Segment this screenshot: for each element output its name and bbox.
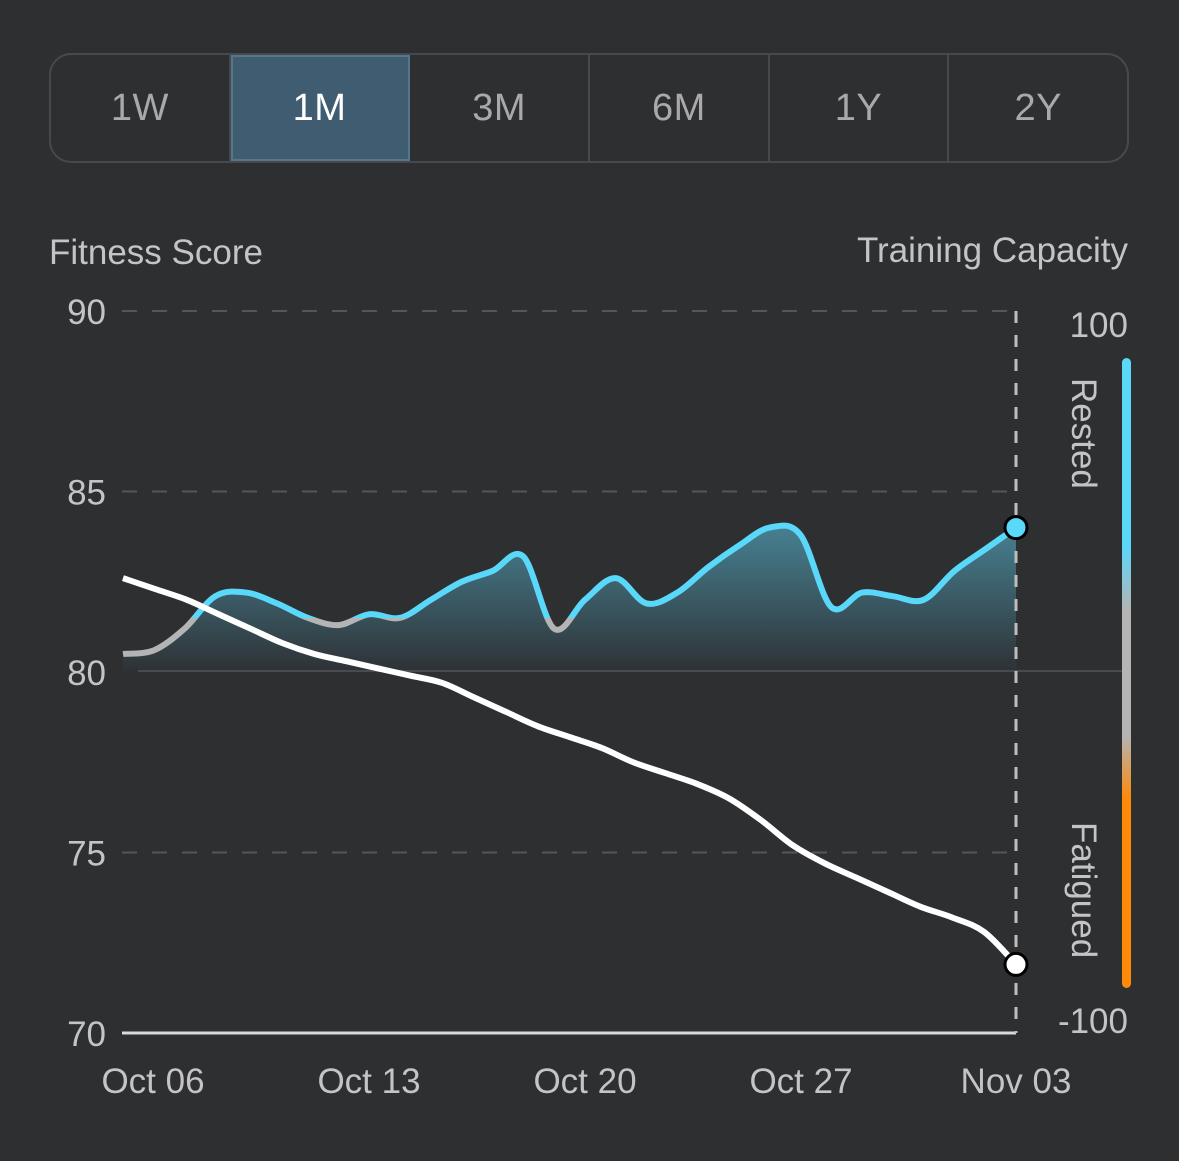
training-capacity-line-rested (190, 522, 1018, 618)
tab-1m[interactable]: 1M (230, 55, 411, 161)
fitness-score-current-point[interactable] (1003, 951, 1029, 977)
time-range-selector: 1W 1M 3M 6M 1Y 2Y (49, 53, 1129, 163)
x-tick-label: Nov 03 (961, 1062, 1072, 1101)
training-capacity-line-neutral (122, 618, 575, 657)
y-tick-label: 85 (67, 474, 106, 513)
fatigued-label: Fatigued (1064, 822, 1103, 959)
x-tick-label: Oct 06 (101, 1062, 204, 1101)
x-axis-ticks: Oct 06 Oct 13 Oct 20 Oct 27 Nov 03 (101, 1062, 1071, 1101)
tab-1y[interactable]: 1Y (770, 55, 950, 161)
right-axis-title: Training Capacity (856, 231, 1128, 270)
training-capacity-scale-bar (1122, 358, 1131, 988)
rested-label: Rested (1064, 378, 1103, 489)
y-tick-label: 90 (67, 293, 106, 332)
y-axis-ticks: 90 85 80 75 70 (67, 293, 106, 1054)
y-tick-label: 70 (67, 1015, 106, 1054)
x-tick-label: Oct 20 (533, 1062, 636, 1101)
tab-3m[interactable]: 3M (410, 55, 591, 161)
y2-tick-minus-100: -100 (1058, 1002, 1128, 1041)
training-capacity-current-point[interactable] (1003, 515, 1029, 541)
left-axis-title: Fitness Score (49, 233, 263, 272)
tab-2y[interactable]: 2Y (1014, 86, 1062, 129)
fitness-score-line (122, 575, 1019, 967)
x-tick-label: Oct 27 (749, 1062, 852, 1101)
chart-grid (122, 310, 1012, 854)
training-capacity-area (123, 525, 1016, 671)
tab-1w[interactable]: 1W (51, 55, 231, 161)
tab-6m[interactable]: 6M (590, 55, 770, 161)
y-tick-label: 80 (67, 654, 106, 693)
x-tick-label: Oct 13 (317, 1062, 420, 1101)
y2-tick-100: 100 (1070, 306, 1128, 345)
y-tick-label: 75 (67, 835, 106, 874)
